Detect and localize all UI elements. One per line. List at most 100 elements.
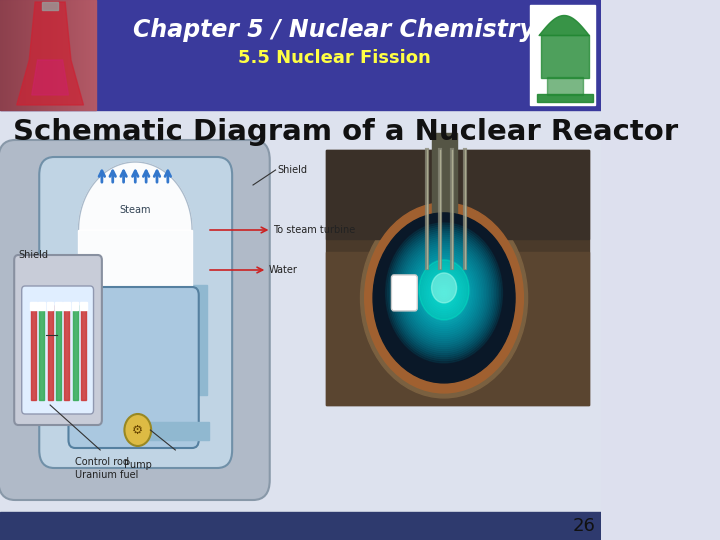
Circle shape [365,203,523,393]
Bar [91,0,92,110]
Bar [0,512,601,540]
FancyBboxPatch shape [392,275,418,311]
Circle shape [409,251,479,335]
Bar [12,0,14,110]
Bar [87,0,88,110]
Bar [63,0,64,110]
Bar [27,0,28,110]
Bar [28,0,30,110]
Circle shape [439,287,449,299]
Text: ⚙: ⚙ [132,423,143,436]
Bar [43,0,44,110]
Bar [23,0,24,110]
Text: Control rod: Control rod [75,457,129,467]
Bar [45,0,46,110]
Bar [56,305,61,400]
Bar [42,0,43,110]
Bar [81,305,86,400]
Text: 26: 26 [573,517,596,535]
Bar [537,94,593,102]
Bar [78,230,192,295]
Bar [325,150,589,239]
Circle shape [397,237,491,349]
Bar [21,0,22,110]
Bar [95,0,96,110]
Bar [77,0,78,110]
Bar [84,0,85,110]
Bar [46,0,47,110]
Circle shape [420,265,467,321]
Circle shape [442,291,446,295]
Bar [325,252,589,405]
Circle shape [434,281,454,305]
Bar [72,302,78,310]
Bar [40,305,44,400]
Circle shape [418,261,471,325]
Circle shape [392,231,496,355]
Bar [60,0,61,110]
Circle shape [431,277,457,309]
FancyBboxPatch shape [68,287,199,448]
Bar [38,0,40,110]
Circle shape [387,225,501,361]
Circle shape [395,235,492,351]
Circle shape [373,213,515,383]
Bar [11,0,12,110]
Circle shape [402,243,486,343]
Text: Shield: Shield [277,165,307,175]
Bar [30,0,31,110]
Circle shape [432,279,456,307]
Bar [73,0,74,110]
Bar [78,0,79,110]
Bar [62,0,63,110]
Bar [49,0,50,110]
Bar [547,77,583,95]
Circle shape [419,260,469,320]
Bar [19,0,20,110]
Circle shape [399,239,489,347]
Bar [4,0,5,110]
Bar [24,0,25,110]
Bar [65,0,66,110]
Circle shape [361,198,528,398]
Bar [57,0,58,110]
Bar [48,305,53,400]
Circle shape [405,247,482,339]
Bar [36,0,37,110]
Bar [32,0,33,110]
Circle shape [413,255,476,331]
Bar [14,0,15,110]
Bar [134,422,209,440]
Bar [35,0,36,110]
Bar [541,35,589,78]
Bar [75,0,76,110]
Bar [86,0,87,110]
Bar [38,302,45,310]
Text: Uranium fuel: Uranium fuel [75,470,138,480]
Circle shape [408,249,481,337]
Bar [10,0,11,110]
Bar [59,0,60,110]
Text: Steam: Steam [120,205,151,215]
Bar [0,0,601,110]
Bar [70,0,71,110]
Bar [7,0,9,110]
Text: Schematic Diagram of a Nuclear Reactor: Schematic Diagram of a Nuclear Reactor [12,118,678,146]
Bar [64,305,69,400]
Bar [55,302,62,310]
Bar [93,0,94,110]
Bar [31,0,32,110]
Circle shape [423,267,466,319]
Bar [88,0,89,110]
Bar [81,0,82,110]
Text: Shield: Shield [19,250,48,260]
Circle shape [125,414,151,446]
Bar [192,285,207,395]
Bar [16,0,17,110]
Bar [30,302,37,310]
Bar [33,0,35,110]
Circle shape [389,227,499,359]
FancyBboxPatch shape [0,140,270,500]
Polygon shape [17,2,84,105]
Circle shape [428,273,461,313]
